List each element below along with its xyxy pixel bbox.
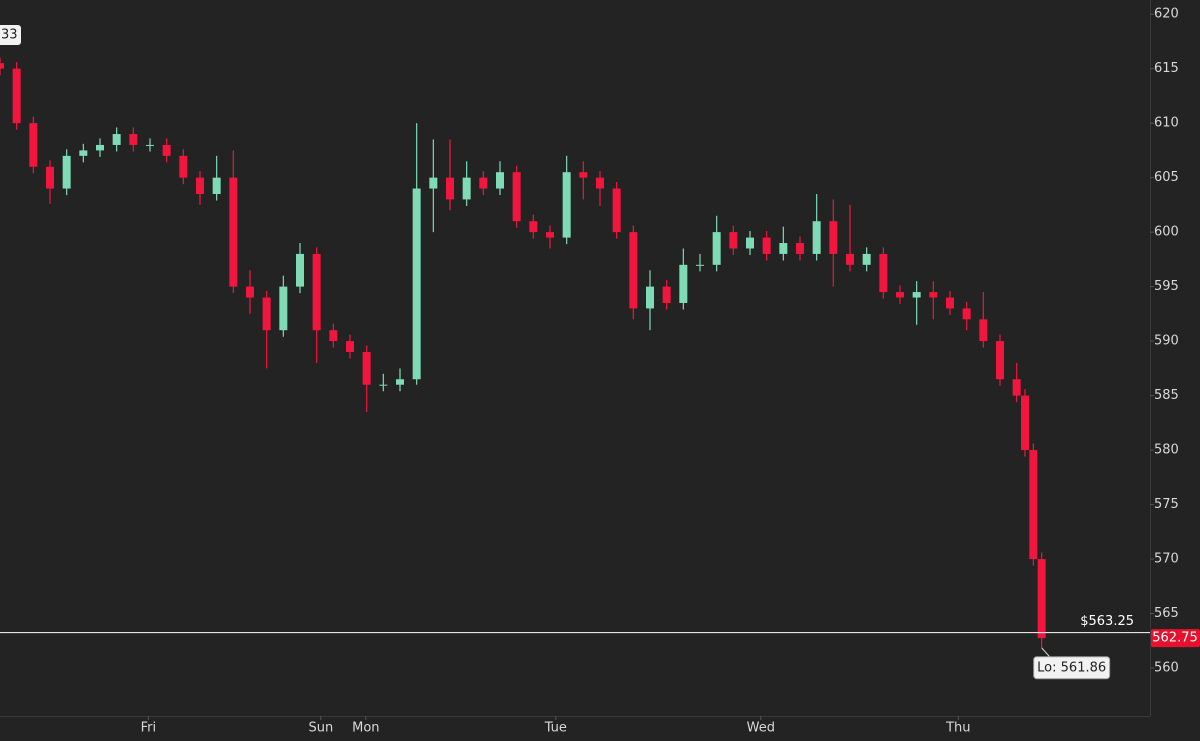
candle-body	[0, 63, 4, 69]
candle-body	[179, 155, 188, 178]
candle-body	[312, 253, 321, 331]
candle-body	[212, 177, 221, 194]
candle-body	[879, 253, 888, 293]
candle-body	[746, 237, 754, 249]
candle-body	[396, 379, 404, 385]
candle-body	[29, 123, 38, 167]
corner-label: 33	[1, 28, 18, 43]
candle-body	[146, 144, 154, 146]
y-tick-label: 610	[1154, 116, 1179, 131]
x-tick-label: Thu	[945, 721, 970, 736]
y-tick-label: 620	[1154, 7, 1179, 22]
candle-body	[62, 155, 71, 189]
low-tooltip-label: Lo: 561.86	[1037, 660, 1106, 675]
candle-body	[679, 264, 688, 303]
candle-body	[79, 150, 88, 156]
candle-body	[1029, 450, 1038, 560]
candle-body	[1021, 395, 1029, 451]
candle-body	[846, 253, 854, 265]
candle-body	[412, 188, 421, 380]
candle-body	[796, 243, 804, 254]
candle-body	[779, 243, 788, 254]
y-tick-label: 580	[1154, 443, 1179, 458]
candle-body	[612, 188, 621, 233]
candle-body	[979, 319, 988, 342]
y-tick-label: 575	[1154, 497, 1179, 512]
y-tick-label: 560	[1154, 661, 1179, 676]
y-tick-label: 615	[1154, 61, 1179, 76]
candle-body	[662, 286, 671, 303]
candle-body	[329, 330, 338, 342]
candle-body	[812, 221, 821, 254]
candle-body	[696, 264, 704, 266]
y-tick-label: 600	[1154, 225, 1179, 240]
candle-body	[712, 232, 721, 265]
candle-body	[512, 172, 521, 222]
candle-body	[596, 177, 604, 189]
candle-body	[429, 177, 438, 189]
corner-tag	[0, 25, 21, 45]
candle-body	[912, 292, 921, 298]
candle-body	[362, 352, 371, 385]
x-tick-label: Wed	[747, 721, 775, 736]
candle-body	[529, 221, 538, 233]
candle-body	[546, 232, 554, 238]
candle-body	[1037, 559, 1046, 639]
candle-body	[196, 177, 204, 194]
candle-body	[862, 253, 871, 265]
candle-body	[279, 286, 288, 331]
candle-body	[996, 341, 1004, 380]
last-price-tag	[1151, 629, 1200, 648]
y-tick-label: 605	[1154, 170, 1179, 185]
candle-body	[896, 292, 904, 298]
candle-body	[479, 177, 488, 189]
candle-body	[829, 221, 838, 254]
candle-body	[1012, 379, 1021, 396]
candle-body	[629, 232, 638, 309]
candle-body	[229, 177, 238, 287]
candle-body	[262, 297, 271, 331]
candle-body	[96, 144, 104, 151]
y-tick-label: 570	[1154, 552, 1179, 567]
y-tick-label: 585	[1154, 388, 1179, 403]
candle-body	[462, 177, 471, 200]
price-line-label: $563.25	[1080, 614, 1134, 629]
candle-body	[112, 134, 121, 145]
candle-body	[296, 253, 304, 287]
x-tick-label: Sun	[308, 721, 333, 736]
candle-body	[762, 237, 771, 254]
low-tooltip	[1033, 656, 1111, 680]
candle-body	[346, 341, 354, 353]
candle-body	[129, 134, 138, 145]
candle-body	[729, 232, 738, 249]
candle-body	[379, 384, 388, 386]
candle-body	[579, 172, 588, 178]
last-price-label: 562.75	[1152, 631, 1198, 646]
x-tick-label: Mon	[352, 721, 379, 736]
candle-body	[162, 144, 171, 156]
low-pointer	[1041, 647, 1051, 658]
candle-body	[946, 297, 954, 309]
candle-body	[46, 166, 54, 189]
candle-body	[646, 286, 654, 309]
y-tick-label: 590	[1154, 334, 1179, 349]
candle-body	[562, 172, 571, 238]
y-tick-label: 565	[1154, 606, 1179, 621]
candle-body	[446, 177, 454, 200]
candle-body	[929, 292, 938, 298]
candle-body	[962, 308, 971, 320]
y-tick-label: 595	[1154, 279, 1179, 294]
x-tick-label: Fri	[141, 721, 157, 736]
candle-body	[12, 68, 21, 124]
candle-body	[496, 172, 504, 189]
candle-body	[246, 286, 254, 298]
x-tick-label: Tue	[544, 721, 567, 736]
